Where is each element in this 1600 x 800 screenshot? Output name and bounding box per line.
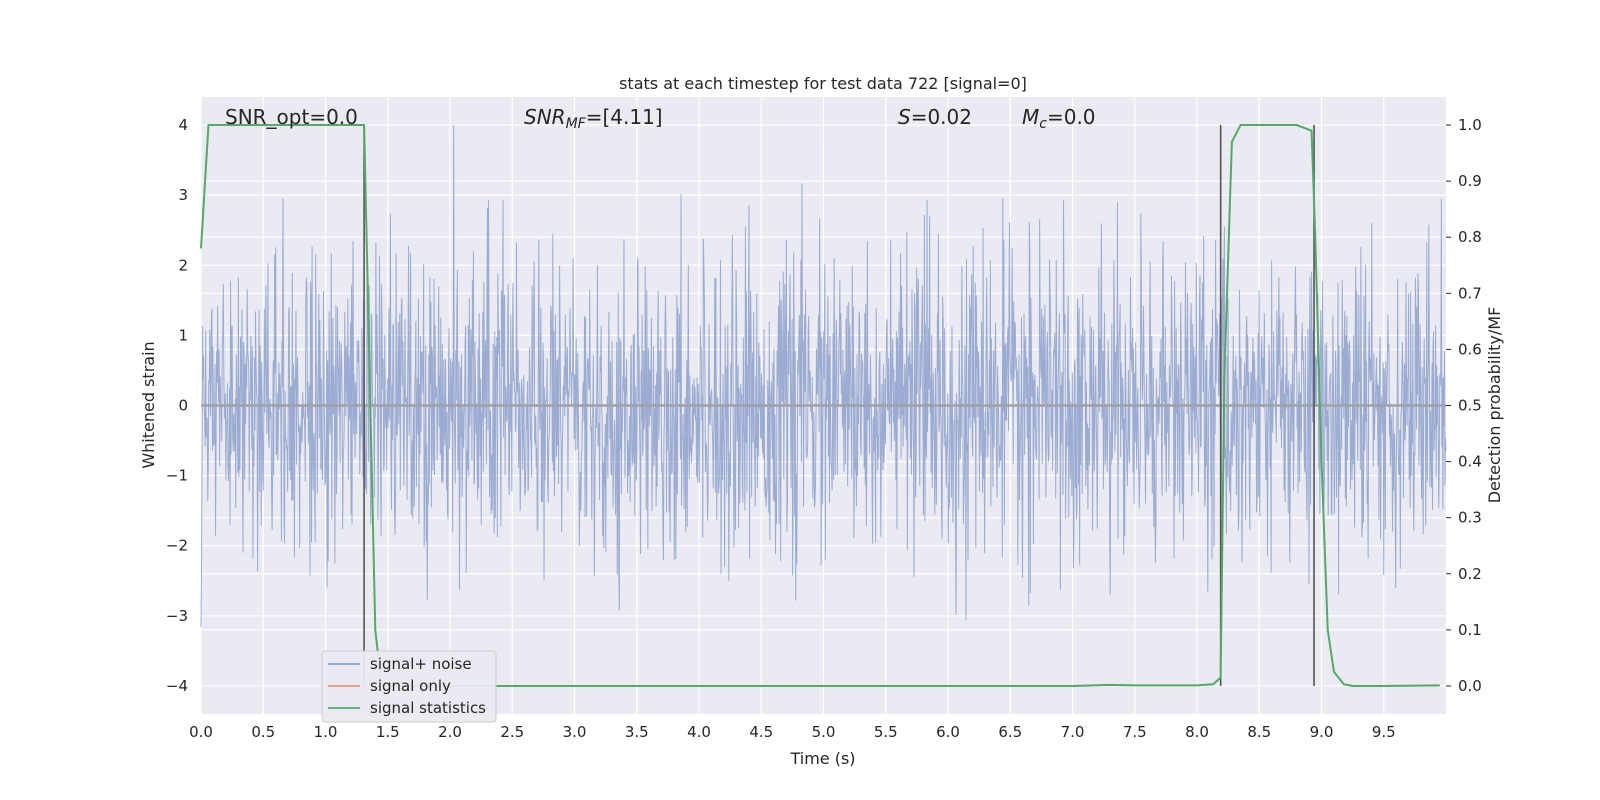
y-tick-label-7: −3 <box>166 607 188 625</box>
y-tick-label-0: 4 <box>178 116 188 134</box>
x-tick-label-3: 1.5 <box>376 723 400 741</box>
y-tick-label-2: 2 <box>178 256 188 274</box>
x-tick-label-1: 0.5 <box>251 723 275 741</box>
annotation-s: S=0.02 <box>898 105 972 129</box>
y-axis-ticks: 4 3 2 1 0 −1 −2 −3 −4 <box>166 116 188 695</box>
x-tick-label-7: 3.5 <box>625 723 649 741</box>
x-tick-label-4: 2.0 <box>438 723 462 741</box>
x-tick-label-13: 6.5 <box>998 723 1022 741</box>
x-tick-label-6: 3.0 <box>563 723 587 741</box>
y-tick-label-8: −4 <box>166 677 188 695</box>
x-tick-label-18: 9.0 <box>1310 723 1334 741</box>
y2-tick-label-3: 0.7 <box>1458 284 1482 302</box>
y2-tick-label-0: 1.0 <box>1458 116 1482 134</box>
y2-tick-label-7: 0.3 <box>1458 509 1482 527</box>
y2-tick-label-10: 0.0 <box>1458 677 1482 695</box>
x-tick-label-2: 1.0 <box>314 723 338 741</box>
x-tick-label-15: 7.5 <box>1123 723 1147 741</box>
x-tick-label-11: 5.5 <box>874 723 898 741</box>
signal-statistics-series <box>200 124 1440 687</box>
x-tick-label-9: 4.5 <box>749 723 773 741</box>
y2-tick-label-5: 0.5 <box>1458 397 1482 415</box>
x-axis-label: Time (s) <box>789 749 855 768</box>
y-axis-label: Whitened strain <box>139 341 158 468</box>
x-axis-ticks: 0.0 0.5 1.0 1.5 2.0 2.5 3.0 3.5 4.0 4.5 5.0 5.5 6.0 6… <box>189 723 1396 741</box>
y2-tick-label-6: 0.4 <box>1458 453 1482 471</box>
y-tick-label-4: 0 <box>178 397 188 415</box>
y2-tick-label-8: 0.2 <box>1458 565 1482 583</box>
y2-tick-label-9: 0.1 <box>1458 621 1482 639</box>
x-tick-label-5: 2.5 <box>500 723 524 741</box>
y2-axis-label: Detection probability/MF <box>1485 307 1504 504</box>
annotation-snr-mf: SNRMF=[4.11] <box>524 105 663 132</box>
x-tick-label-0: 0.0 <box>189 723 213 741</box>
annotation-snr-opt: SNR_opt=0.0 <box>225 105 358 129</box>
y-tick-label-5: −1 <box>166 467 188 485</box>
y2-tick-label-1: 0.9 <box>1458 172 1482 190</box>
y-tick-label-1: 3 <box>178 186 188 204</box>
legend-label-signal-statistics: signal statistics <box>370 699 486 717</box>
x-tick-label-8: 4.0 <box>687 723 711 741</box>
legend: signal+ noise signal only signal statist… <box>321 650 497 723</box>
legend-label-signal-only: signal only <box>370 677 451 695</box>
y2-tick-label-2: 0.8 <box>1458 228 1482 246</box>
signal-statistics-line <box>200 124 1440 687</box>
signal-noise-series <box>200 125 1447 628</box>
annotation-mc: Mc=0.0 <box>1022 105 1096 132</box>
x-tick-label-14: 7.0 <box>1061 723 1085 741</box>
signal-noise-line <box>200 125 1447 628</box>
chart-title: stats at each timestep for test data 722… <box>619 74 1027 93</box>
x-tick-label-16: 8.0 <box>1185 723 1209 741</box>
legend-box <box>321 650 497 723</box>
x-tick-label-17: 8.5 <box>1247 723 1271 741</box>
y2-tick-label-4: 0.6 <box>1458 340 1482 358</box>
y2-axis-ticks: 1.0 0.9 0.8 0.7 0.6 0.5 0.4 0.3 0.2 0.1 0.0 <box>1446 116 1482 695</box>
y-tick-label-6: −2 <box>166 537 188 555</box>
x-tick-label-12: 6.0 <box>936 723 960 741</box>
y-tick-label-3: 1 <box>178 326 188 344</box>
legend-label-signal-noise: signal+ noise <box>370 655 472 673</box>
x-tick-label-19: 9.5 <box>1372 723 1396 741</box>
x-tick-label-10: 5.0 <box>812 723 836 741</box>
